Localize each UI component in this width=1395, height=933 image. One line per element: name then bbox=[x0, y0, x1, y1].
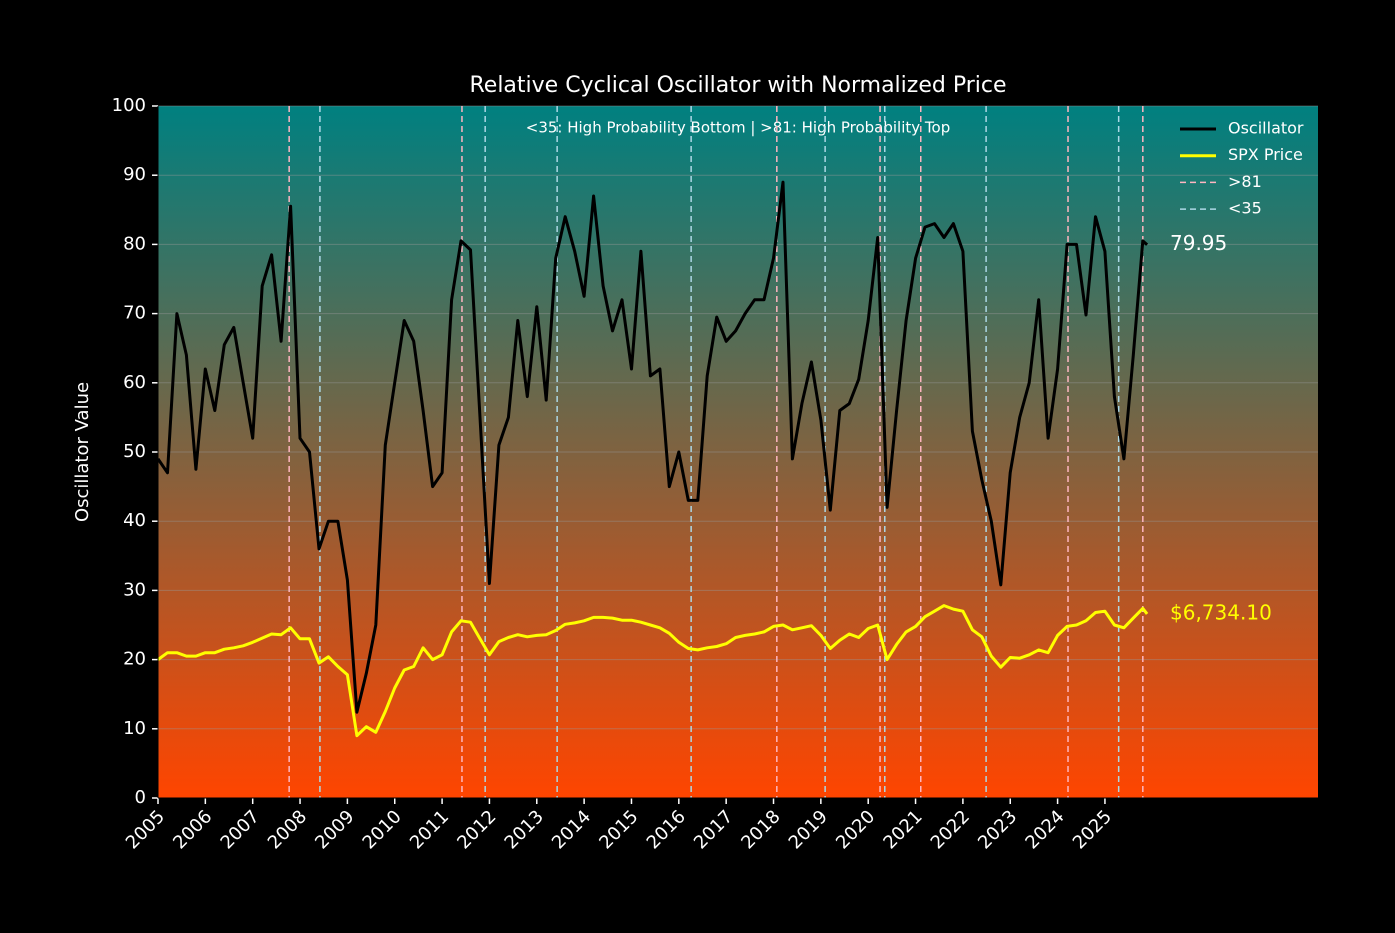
legend-label: Oscillator bbox=[1228, 119, 1304, 138]
y-tick-label: 100 bbox=[112, 95, 146, 116]
y-axis-label: Oscillator Value bbox=[72, 382, 93, 522]
y-tick-label: 0 bbox=[135, 787, 146, 808]
y-tick-label: 10 bbox=[123, 718, 146, 739]
subtitle: <35: High Probability Bottom | >81: High… bbox=[526, 119, 950, 137]
y-tick-label: 70 bbox=[123, 303, 146, 324]
y-tick-label: 40 bbox=[123, 510, 146, 531]
y-tick-label: 80 bbox=[123, 233, 146, 254]
series-line bbox=[157, 604, 1149, 738]
legend-label: SPX Price bbox=[1228, 145, 1303, 164]
end-label: $6,734.10 bbox=[1170, 600, 1272, 624]
y-tick-label: 60 bbox=[123, 372, 146, 393]
legend-label: <35 bbox=[1228, 199, 1262, 218]
y-tick-label: 50 bbox=[123, 441, 146, 462]
end-label: 79.95 bbox=[1170, 231, 1227, 255]
y-tick-label: 30 bbox=[123, 579, 146, 600]
series-line bbox=[156, 180, 1149, 714]
y-tick-label: 90 bbox=[123, 164, 146, 185]
chart-title: Relative Cyclical Oscillator with Normal… bbox=[469, 73, 1006, 98]
y-tick-label: 20 bbox=[123, 649, 146, 670]
legend-label: >81 bbox=[1228, 172, 1262, 191]
